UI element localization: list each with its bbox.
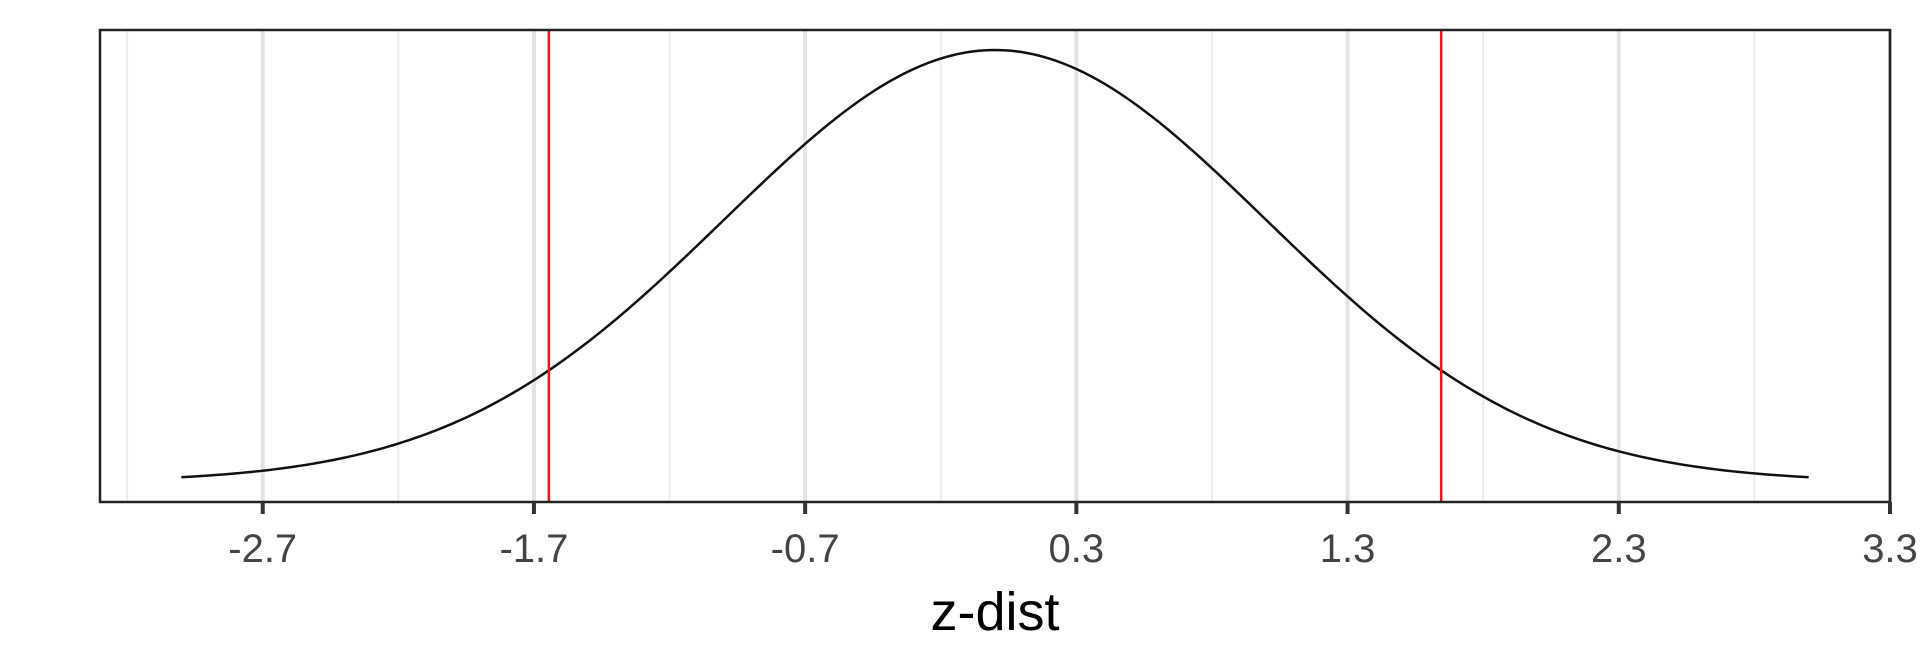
x-tick-label: 0.3	[1049, 527, 1105, 571]
normal-density-curve	[181, 48, 1809, 479]
critical-value-lines	[547, 30, 1443, 502]
x-axis-ticks: -2.7 -1.7 -0.7 0.3 1.3 2.3 3.3	[228, 502, 1918, 571]
grid-lines	[126, 30, 1892, 502]
x-tick-label: -1.7	[499, 527, 568, 571]
x-tick-label: 1.3	[1320, 527, 1376, 571]
plot-panel-border	[98, 28, 1892, 504]
x-tick-label: 3.3	[1862, 527, 1918, 571]
x-tick-label: -2.7	[228, 527, 297, 571]
density-curve-layer	[181, 48, 1809, 479]
x-tick-label: -0.7	[771, 527, 840, 571]
x-tick-label: 2.3	[1591, 527, 1647, 571]
x-axis-title: z-dist	[930, 582, 1059, 642]
